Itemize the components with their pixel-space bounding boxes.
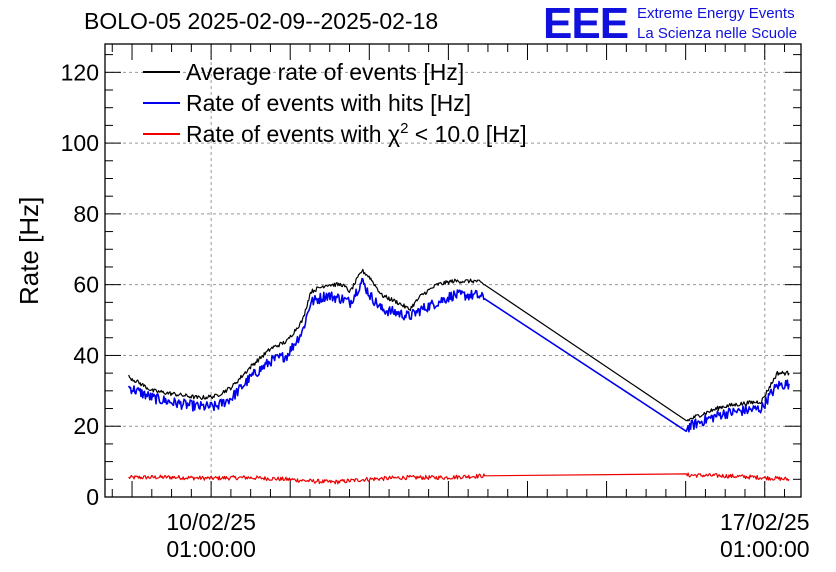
plot-frame [104, 43, 802, 498]
eee-logo-text: Extreme Energy Events La Scienza nelle S… [637, 4, 797, 44]
y-tick-label: 120 [61, 59, 99, 85]
y-tick-label: 0 [86, 484, 99, 510]
y-tick-label: 40 [73, 342, 99, 368]
y-tick-label: 100 [61, 130, 99, 156]
eee-logo: EEE [543, 0, 629, 48]
legend-average-label: Average rate of events [Hz] [186, 59, 464, 85]
y-tick-label: 80 [73, 201, 99, 227]
legend-hits-label: Rate of events with hits [Hz] [186, 90, 471, 116]
logo-line-2: La Scienza nelle Scuole [637, 25, 798, 42]
x-tick-label-date: 10/02/25 [166, 509, 256, 535]
legend-chi2-label: Rate of events with χ2 < 10.0 [Hz] [186, 120, 527, 147]
logo-line-1: Extreme Energy Events [637, 5, 795, 22]
x-tick-label-date: 17/02/25 [720, 509, 810, 535]
series-chi2-line [128, 472, 790, 485]
chart-title: BOLO-05 2025-02-09--2025-02-18 [84, 8, 439, 34]
series-average-line [128, 268, 790, 422]
series-hits-line [127, 277, 790, 433]
x-tick-label-time: 01:00:00 [720, 536, 810, 562]
y-tick-label: 20 [73, 413, 99, 439]
y-tick-label: 60 [73, 272, 99, 298]
x-tick-label-time: 01:00:00 [166, 536, 256, 562]
